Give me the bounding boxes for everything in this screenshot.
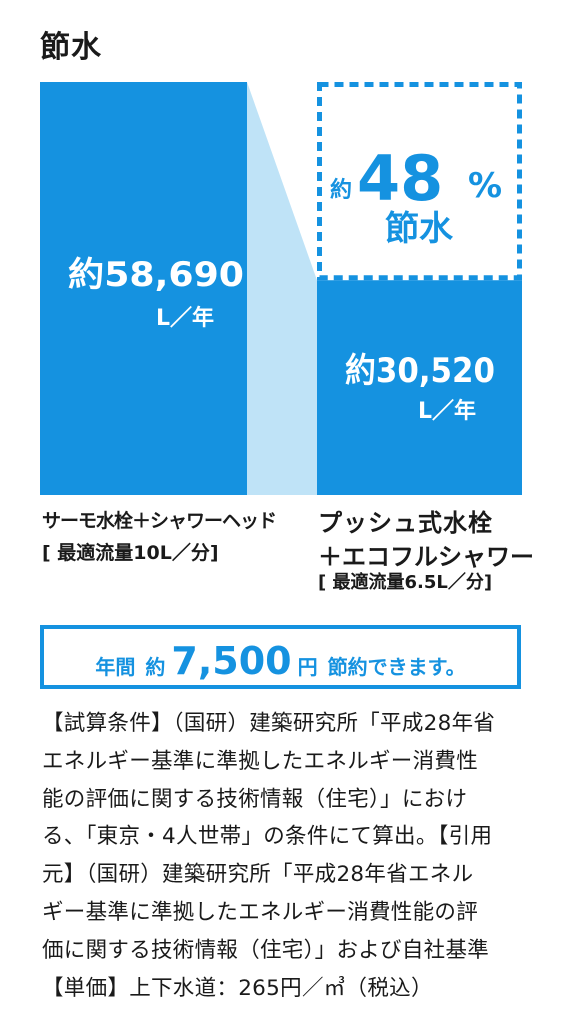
note-line: 価に関する技術情報（住宅）」および自社基準 <box>42 937 490 963</box>
savings-caption: 節水 <box>385 209 454 249</box>
note-line: 【単価】上下水道：265円／㎥（税込） <box>42 975 433 1001</box>
savings-unit: % <box>468 166 502 206</box>
savings-prefix: 約 <box>330 177 352 203</box>
note-line: エネルギー基準に準拠したエネルギー消費性 <box>42 748 479 774</box>
note-line: る、「東京・4人世帯」の条件にて算出。【引用 <box>42 824 493 850</box>
banner-yen: 円 <box>297 655 318 679</box>
savings-banner: 年間 約 7,500 円 節約できます。 <box>40 625 521 689</box>
bar-value-label-left: 約58,690 <box>68 255 244 295</box>
bar-unit-label-right: L／年 <box>418 398 476 424</box>
bar-unit-label-left: L／年 <box>156 305 214 331</box>
banner-saving-text: 節約できます。 <box>327 655 466 679</box>
category-sublabel-left: [ 最適流量10L／分] <box>42 542 219 564</box>
category-sublabel-right: [ 最適流量6.5L／分] <box>318 572 493 593</box>
category-label-right-line1: プッシュ式水栓 <box>318 509 493 537</box>
banner-approx: 約 <box>145 655 166 679</box>
banner-amount: 7,500 <box>171 639 292 683</box>
calculation-notes: 【試算条件】（国研）建築研究所「平成28年省 エネルギー基準に準拠したエネルギー… <box>42 705 532 1007</box>
bar-connector <box>247 82 317 495</box>
water-savings-chart: 約 48 % 節水 約58,690 L／年 約30,520 L／年 <box>40 82 522 495</box>
page-title: 節水 <box>40 30 102 65</box>
bar-thermo-faucet <box>40 82 247 495</box>
bar-push-faucet <box>317 280 522 495</box>
note-line: 【試算条件】（国研）建築研究所「平成28年省 <box>42 711 496 736</box>
bar-value-label-right: 約30,520 <box>345 351 495 391</box>
note-line: ギー基準に準拠したエネルギー消費性能の評 <box>42 899 479 925</box>
category-label-right-line2: ＋エコフルシャワー <box>318 543 534 571</box>
category-label-left: サーモ水栓＋シャワーヘッド <box>42 510 277 532</box>
note-line: 元】（国研）建築研究所「平成28年省エネル <box>42 862 474 888</box>
note-line: 能の評価に関する技術情報（住宅）」におけ <box>42 786 468 812</box>
banner-annual: 年間 <box>95 655 136 679</box>
savings-value: 48 <box>357 142 443 215</box>
